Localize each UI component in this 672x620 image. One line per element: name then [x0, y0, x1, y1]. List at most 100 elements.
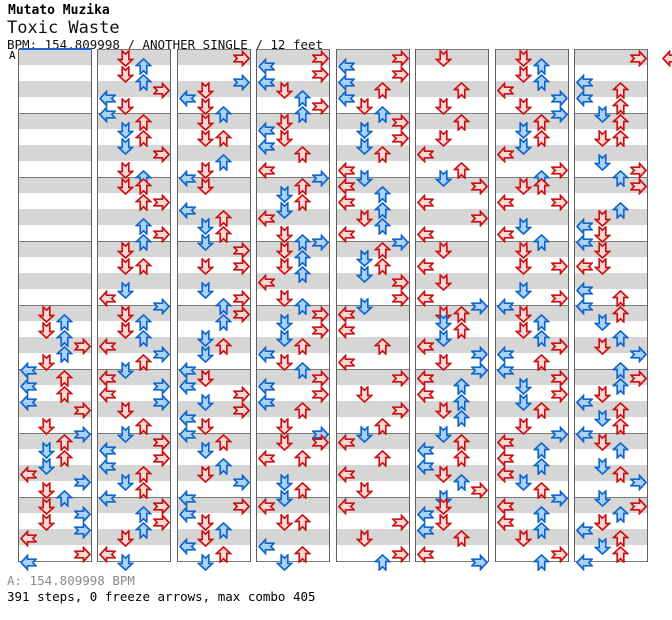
- arrow-down-icon: [196, 130, 214, 147]
- arrow-left-icon: [575, 298, 593, 315]
- measure-line: [257, 433, 329, 434]
- measure-line: [257, 177, 329, 178]
- arrow-down-icon: [196, 218, 214, 235]
- arrow-left-icon: [178, 90, 196, 107]
- arrow-down-icon: [37, 498, 55, 515]
- measure-line: [416, 113, 488, 114]
- arrow-up-icon: [214, 154, 232, 171]
- measure-line: [575, 433, 647, 434]
- arrow-down-icon: [196, 162, 214, 179]
- arrow-up-icon: [373, 202, 391, 219]
- arrow-right-icon: [152, 514, 170, 531]
- arrow-up-icon: [134, 522, 152, 539]
- arrow-down-icon: [116, 178, 134, 195]
- arrow-left-icon: [337, 322, 355, 339]
- arrow-down-icon: [196, 114, 214, 131]
- arrow-right-icon: [550, 194, 568, 211]
- arrow-left-icon: [337, 58, 355, 75]
- arrow-down-icon: [275, 130, 293, 147]
- arrow-down-icon: [275, 258, 293, 275]
- arrow-up-icon: [611, 362, 629, 379]
- arrow-right-icon: [232, 74, 250, 91]
- section-label: A: [9, 49, 16, 62]
- measure-line: [178, 433, 250, 434]
- measure-column: [574, 49, 648, 571]
- arrow-down-icon: [434, 330, 452, 347]
- arrow-down-icon: [275, 314, 293, 331]
- arrow-down-icon: [355, 250, 373, 267]
- measure-line: [19, 433, 91, 434]
- arrow-right-icon: [391, 50, 409, 67]
- arrow-down-icon: [355, 426, 373, 443]
- arrow-down-icon: [593, 410, 611, 427]
- arrow-right-icon: [73, 474, 91, 491]
- arrow-right-icon: [232, 498, 250, 515]
- arrow-down-icon: [593, 338, 611, 355]
- arrow-down-icon: [275, 114, 293, 131]
- arrow-down-icon: [593, 154, 611, 171]
- arrow-up-icon: [611, 330, 629, 347]
- arrow-up-icon: [55, 450, 73, 467]
- arrow-down-icon: [275, 242, 293, 259]
- arrow-down-icon: [116, 474, 134, 491]
- arrow-down-icon: [116, 50, 134, 67]
- arrow-down-icon: [593, 434, 611, 451]
- arrow-up-icon: [373, 258, 391, 275]
- arrow-up-icon: [134, 330, 152, 347]
- arrow-up-icon: [532, 482, 550, 499]
- measure-line: [416, 433, 488, 434]
- arrow-down-icon: [514, 306, 532, 323]
- arrow-left-icon: [416, 146, 434, 163]
- arrow-left-icon: [337, 498, 355, 515]
- measure-line: [98, 561, 170, 562]
- arrow-down-icon: [593, 130, 611, 147]
- arrow-down-icon: [116, 242, 134, 259]
- arrow-down-icon: [593, 314, 611, 331]
- arrow-up-icon: [134, 130, 152, 147]
- arrow-left-icon: [178, 426, 196, 443]
- arrow-down-icon: [593, 106, 611, 123]
- arrow-left-icon: [257, 138, 275, 155]
- measure-column: [256, 49, 330, 571]
- arrow-right-icon: [152, 498, 170, 515]
- arrow-up-icon: [293, 106, 311, 123]
- arrow-down-icon: [355, 210, 373, 227]
- footer-section-bpm: A: 154.809998 BPM: [7, 573, 135, 588]
- arrow-down-icon: [196, 82, 214, 99]
- measure-line: [98, 369, 170, 370]
- arrow-left-icon: [496, 466, 514, 483]
- measure-line: [416, 49, 488, 50]
- arrow-right-icon: [629, 498, 647, 515]
- arrow-up-icon: [611, 98, 629, 115]
- arrow-up-icon: [452, 322, 470, 339]
- arrow-up-icon: [532, 506, 550, 523]
- arrow-up-icon: [532, 234, 550, 251]
- arrow-up-icon: [55, 434, 73, 451]
- arrow-down-icon: [116, 258, 134, 275]
- arrow-up-icon: [214, 314, 232, 331]
- arrow-right-icon: [232, 242, 250, 259]
- arrow-down-icon: [116, 66, 134, 83]
- arrow-up-icon: [55, 330, 73, 347]
- arrow-right-icon: [391, 402, 409, 419]
- arrow-right-icon: [152, 226, 170, 243]
- arrow-right-icon: [73, 426, 91, 443]
- arrow-right-icon: [311, 66, 329, 83]
- arrow-down-icon: [434, 98, 452, 115]
- arrow-left-icon: [337, 354, 355, 371]
- measure-line: [257, 561, 329, 562]
- arrow-right-icon: [152, 194, 170, 211]
- arrow-down-icon: [355, 98, 373, 115]
- arrow-left-icon: [496, 82, 514, 99]
- arrow-up-icon: [373, 218, 391, 235]
- arrow-down-icon: [593, 458, 611, 475]
- arrow-down-icon: [196, 178, 214, 195]
- arrow-up-icon: [452, 530, 470, 547]
- arrow-down-icon: [196, 98, 214, 115]
- arrow-up-icon: [134, 178, 152, 195]
- arrow-down-icon: [275, 186, 293, 203]
- arrow-up-icon: [452, 394, 470, 411]
- measure-line: [19, 177, 91, 178]
- measure-line: [19, 113, 91, 114]
- arrow-left-icon: [337, 466, 355, 483]
